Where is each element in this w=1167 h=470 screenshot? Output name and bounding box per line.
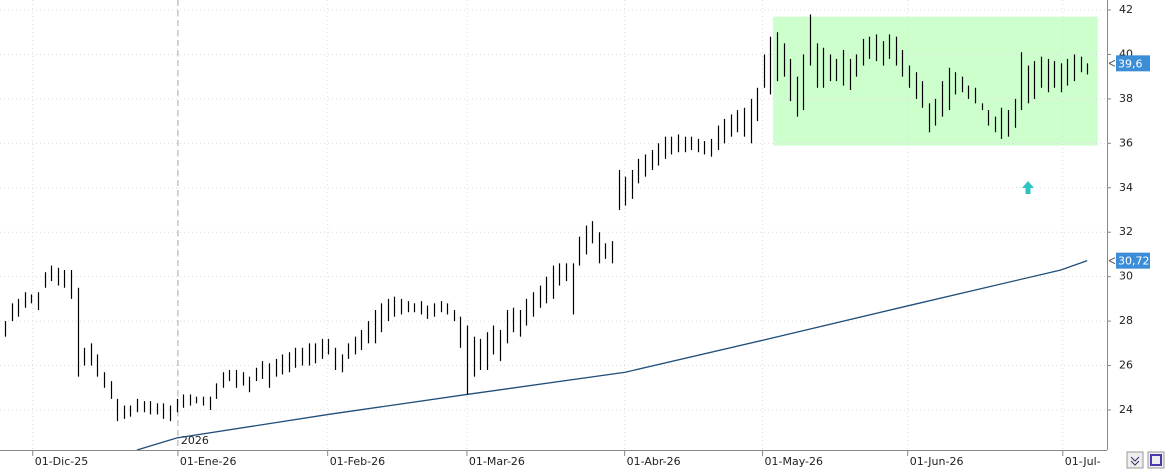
zoom-button[interactable]	[1126, 451, 1144, 469]
x-tick-label: 01-Mar-26	[469, 455, 525, 468]
plot-layer: 2026	[0, 0, 1107, 451]
y-tick-label: 26	[1119, 359, 1133, 372]
y-tick-label: 34	[1119, 181, 1133, 194]
value-label: 39,6	[1118, 57, 1143, 70]
x-tick-label: 01-Ene-26	[180, 455, 237, 468]
y-tick-label: 24	[1119, 403, 1133, 416]
x-tick-label: 01-Jul-	[1065, 455, 1101, 468]
value-pointer	[1108, 59, 1116, 67]
x-tick-label: 01-Feb-26	[330, 455, 385, 468]
x-tick-label: 01-May-26	[765, 455, 823, 468]
x-tick-label: 01-Abr-26	[627, 455, 681, 468]
corner-buttons	[1126, 451, 1165, 469]
up-arrow	[1022, 181, 1034, 194]
year-label: 2026	[181, 434, 209, 447]
zoom-icon	[1130, 456, 1140, 466]
save-icon	[1150, 454, 1162, 466]
y-tick-label: 42	[1119, 3, 1133, 16]
y-tick-label: 32	[1119, 225, 1133, 238]
value-box	[1116, 252, 1150, 269]
value-pointer	[1108, 257, 1116, 265]
y-tick-label: 30	[1119, 270, 1133, 283]
x-tick-label: 01-Jun-26	[910, 455, 964, 468]
value-box	[1116, 55, 1150, 72]
y-tick-label: 36	[1119, 136, 1133, 149]
x-tick-label: 01-Dic-25	[35, 455, 89, 468]
average-line	[136, 260, 1088, 451]
y-tick-label: 38	[1119, 92, 1133, 105]
value-label: 30,72	[1118, 255, 1150, 268]
y-tick-label: 28	[1119, 314, 1133, 327]
